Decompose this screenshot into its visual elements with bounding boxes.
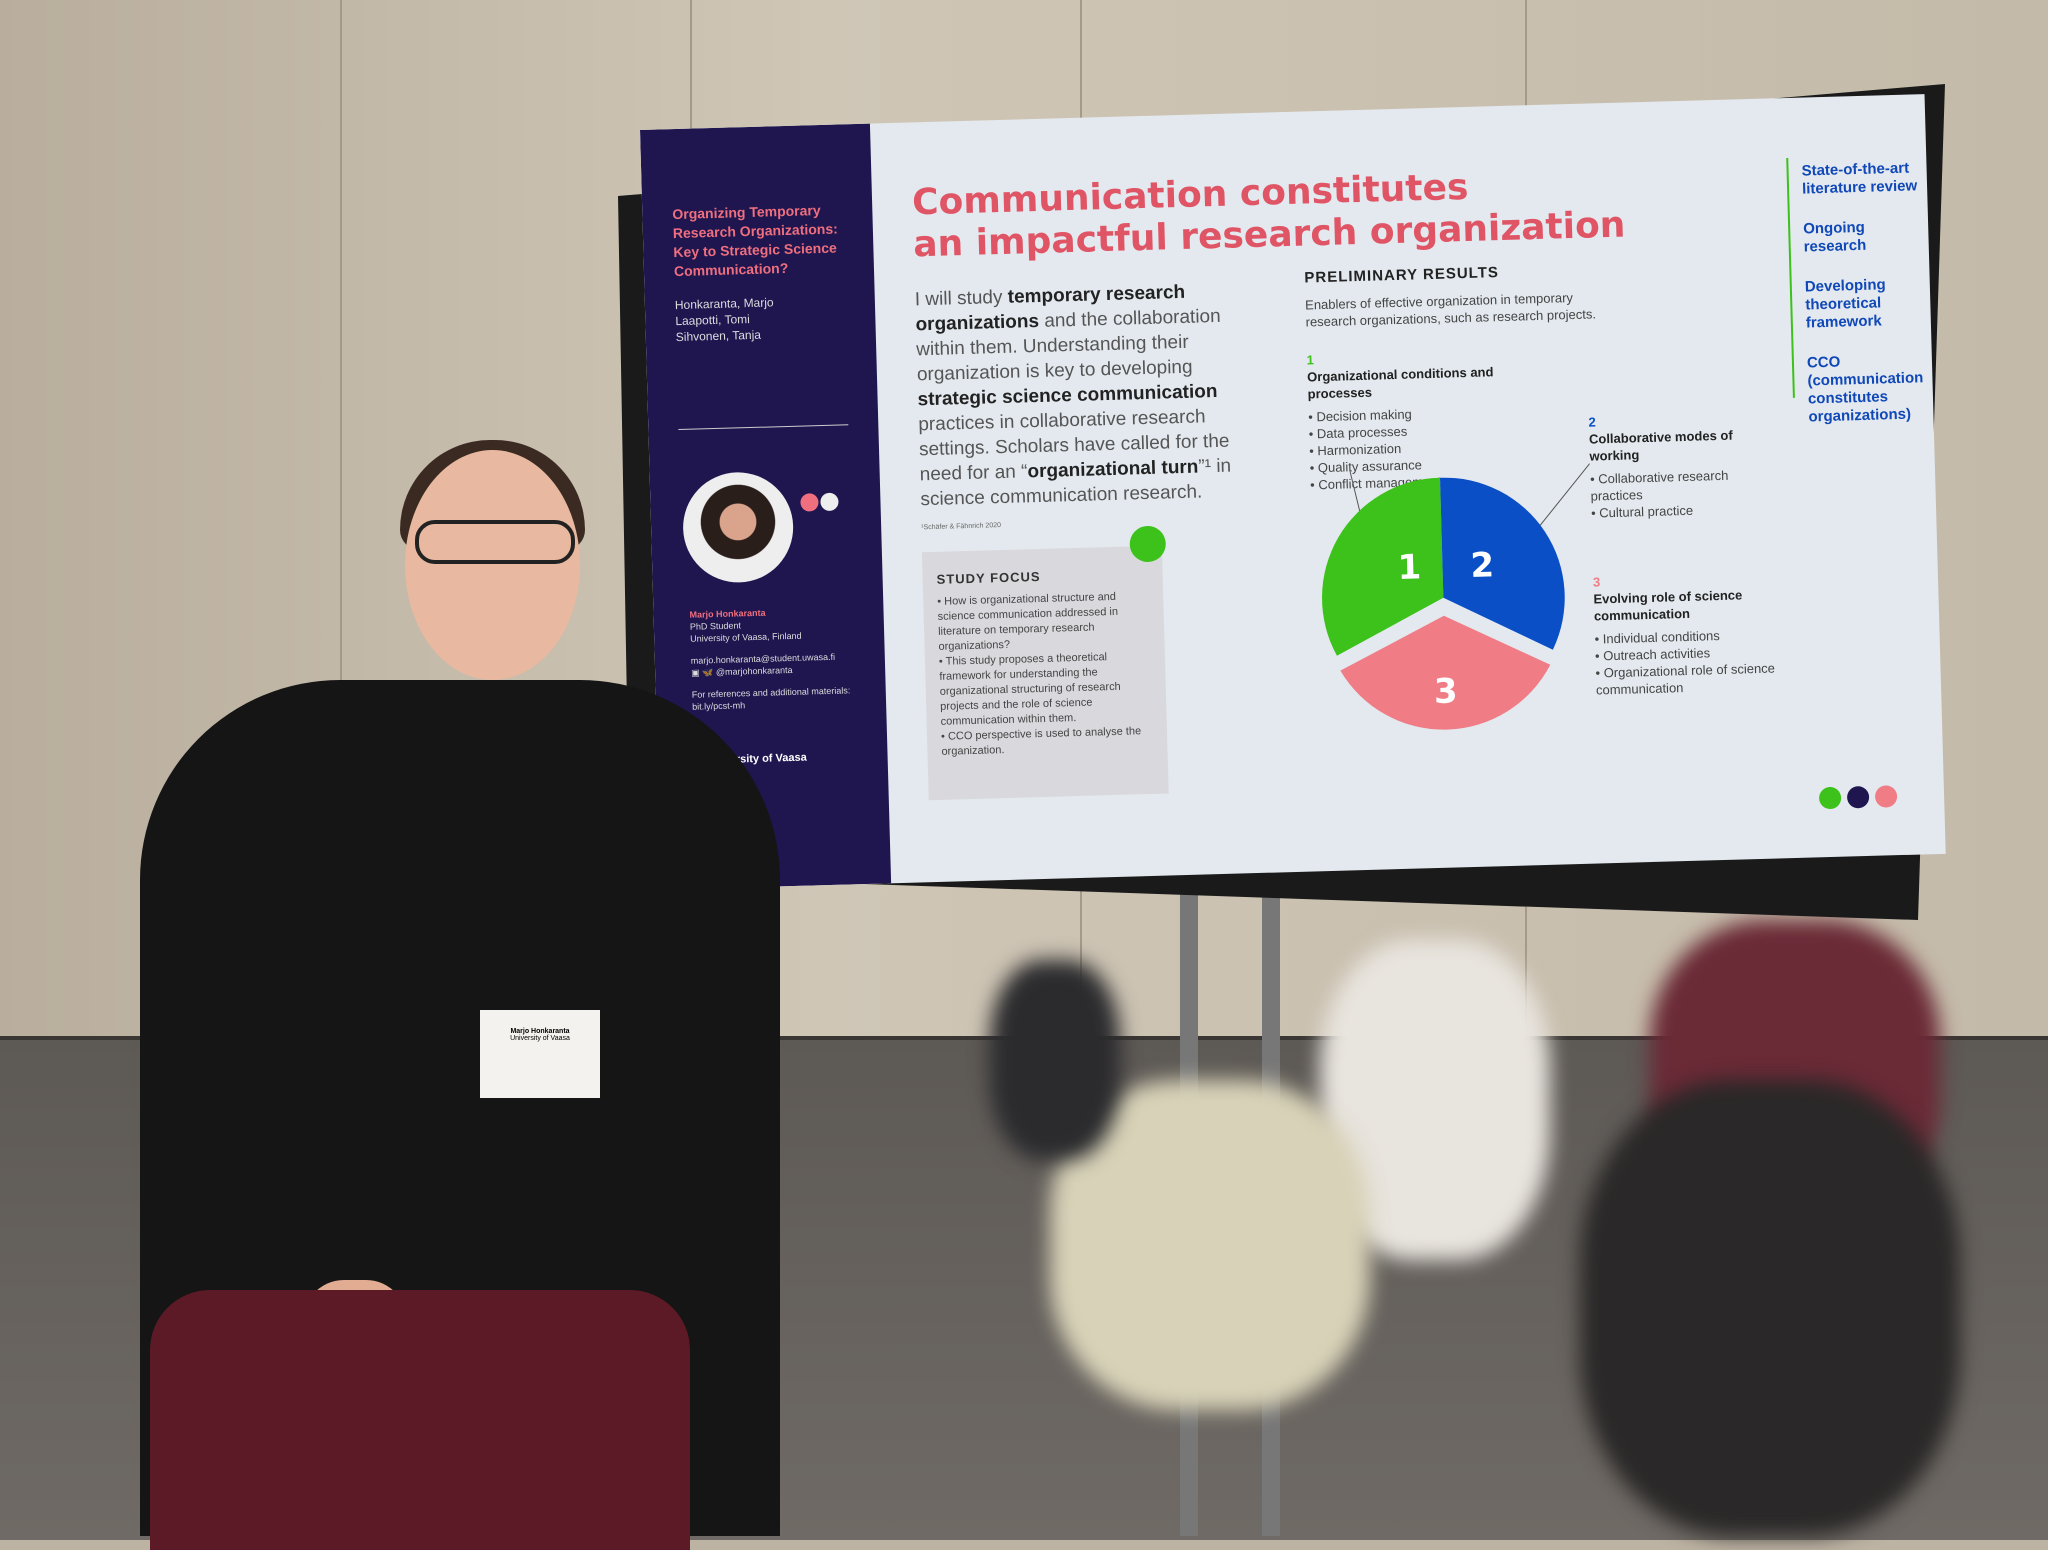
pie-label-2: 2 <box>1470 545 1495 586</box>
name-badge: Marjo Honkaranta University of Vaasa <box>480 1010 600 1098</box>
dot-pink <box>800 493 819 512</box>
dot-green <box>1818 786 1842 810</box>
badge-org: University of Vaasa <box>510 1035 570 1042</box>
pie-label-3: 3 <box>1433 671 1458 712</box>
sidebar-note: CCO (communication constitutes organizat… <box>1806 353 1924 426</box>
dot-pink <box>1874 785 1898 808</box>
results-subtitle: Enablers of effective organization in te… <box>1304 290 1597 330</box>
headline: Communication constitutes an impactful re… <box>912 163 1626 267</box>
bluesky-icon: 🦋 <box>702 667 714 678</box>
group-title: Evolving role of science communication <box>1593 587 1743 624</box>
wall-seam <box>340 0 342 1060</box>
presenter-face <box>405 450 580 680</box>
group-title: Collaborative modes of working <box>1588 427 1733 464</box>
framework-pie: 1 2 3 <box>1322 463 1591 730</box>
presenter-photo <box>681 470 795 584</box>
result-group-3: 3 Evolving role of science communication… <box>1593 568 1796 699</box>
dots-row <box>1818 785 1898 810</box>
result-group-2: 2 Collaborative modes of working Collabo… <box>1588 409 1761 522</box>
dot-navy <box>1846 785 1870 809</box>
poster-screen: Organizing Temporary Research Organizati… <box>640 94 1946 890</box>
glasses <box>415 520 575 564</box>
dot-white <box>820 492 839 512</box>
study-focus-title: STUDY FOCUS <box>936 568 1041 587</box>
footnote: ¹Schäfer & Fähnrich 2020 <box>921 522 1002 532</box>
author: Sihvonen, Tanja <box>675 327 762 345</box>
pie-segment-1 <box>1322 477 1444 656</box>
pie-label-1: 1 <box>1397 547 1422 588</box>
right-sidebar: State-of-the-art literature review Ongoi… <box>1801 159 1928 426</box>
list-item: How is organizational structure and scie… <box>937 589 1151 655</box>
authors: Honkaranta, Marjo Laapotti, Tomi Sihvone… <box>675 294 775 345</box>
chair <box>150 1290 690 1550</box>
social-handle: @marjohonkaranta <box>715 664 793 678</box>
backpack <box>990 960 1120 1160</box>
badge-name: Marjo Honkaranta <box>510 1028 570 1035</box>
list-item: CCO perspective is used to analyse the o… <box>941 724 1154 760</box>
blurred-person <box>1580 1080 1960 1536</box>
presenter-info: Marjo Honkaranta PhD Student University … <box>689 604 872 713</box>
sidebar-note: Developing theoretical framework <box>1804 276 1886 332</box>
author: Honkaranta, Marjo <box>674 295 774 313</box>
sidebar-note: Ongoing research <box>1802 218 1867 256</box>
divider <box>678 424 849 431</box>
poster-title: Organizing Temporary Research Organizati… <box>672 201 838 280</box>
sidebar-note: State-of-the-art literature review <box>1801 159 1918 198</box>
intro-text: I will study temporary research organiza… <box>914 281 1232 511</box>
divider-green <box>1786 157 1795 398</box>
pie-segment-2 <box>1440 477 1565 650</box>
list-item: This study proposes a theoretical framew… <box>939 649 1153 730</box>
linkedin-icon: ▣ <box>691 667 700 678</box>
study-focus-box: STUDY FOCUS How is organizational struct… <box>921 545 1169 801</box>
group-title: Organizational conditions and processes <box>1306 364 1494 402</box>
pie-segment-3 <box>1340 615 1551 730</box>
results-title: PRELIMINARY RESULTS <box>1304 264 1500 287</box>
